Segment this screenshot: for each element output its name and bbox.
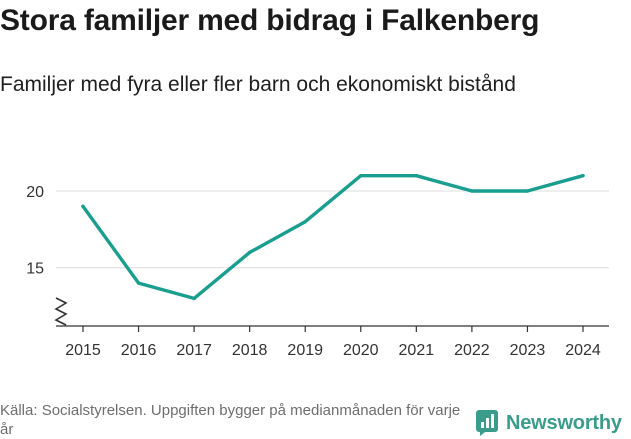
data-point xyxy=(247,250,252,255)
x-tick-label: 2024 xyxy=(565,342,601,359)
brand-name: Newsworthy xyxy=(506,411,622,434)
data-point xyxy=(581,173,585,178)
y-tick-label: 20 xyxy=(26,184,44,201)
newsworthy-logo-icon xyxy=(476,410,498,436)
data-point xyxy=(470,189,474,193)
data-point xyxy=(359,173,363,178)
y-tick-label: 15 xyxy=(26,261,44,278)
x-tick-label: 2016 xyxy=(121,342,157,359)
data-point xyxy=(136,281,141,285)
data-point xyxy=(81,204,85,209)
x-tick-label: 2020 xyxy=(343,342,379,359)
data-point xyxy=(414,173,419,178)
series-line xyxy=(81,174,585,301)
chart-title: Stora familjer med bidrag i Falkenberg xyxy=(0,4,540,37)
data-point xyxy=(192,296,196,301)
source-note: Källa: Socialstyrelsen. Uppgiften bygger… xyxy=(0,402,461,438)
x-tick-label: 2019 xyxy=(287,342,323,359)
x-tick-label: 2018 xyxy=(232,342,268,359)
x-axis: 2015 2016 2017 2018 2019 2020 2021 2022 2023 2024 xyxy=(56,325,609,359)
chart-subtitle: Familjer med fyra eller fler barn och ek… xyxy=(0,73,516,96)
grid-lines xyxy=(56,190,609,269)
data-point xyxy=(525,189,530,193)
brand-logo: Newsworthy xyxy=(476,408,622,438)
data-point xyxy=(303,219,307,224)
x-tick-label: 2017 xyxy=(176,342,212,359)
series xyxy=(81,173,585,301)
x-tick-label: 2022 xyxy=(454,342,490,359)
x-tick-label: 2021 xyxy=(399,342,435,359)
axis-break-icon xyxy=(54,297,68,326)
x-tick-label: 2023 xyxy=(510,342,546,359)
x-tick-label: 2015 xyxy=(65,342,101,359)
